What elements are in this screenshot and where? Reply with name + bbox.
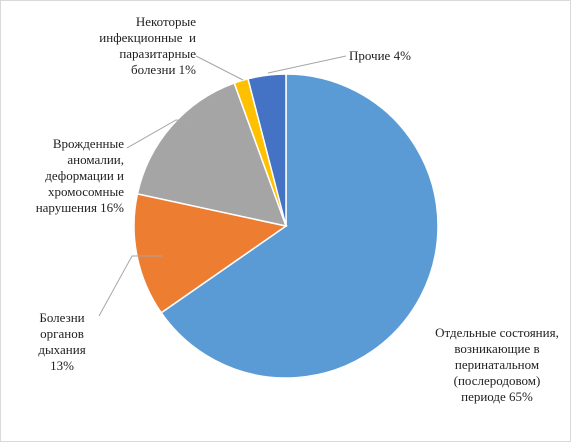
data-label-line: Болезни (39, 310, 84, 325)
data-label-line: хромосомные (48, 184, 124, 199)
data-label-2: Врожденные аномалии, деформации и хромосомн… (36, 136, 125, 215)
leader-line-2 (126, 119, 199, 149)
data-label-line: периоде 65% (461, 389, 533, 404)
leader-line-3 (195, 55, 244, 81)
data-label-line: нарушения 16% (36, 200, 124, 215)
data-label-4: Прочие 4% (349, 48, 411, 63)
data-label-line: возникающие в (454, 341, 539, 356)
data-label-line: аномалии, (67, 152, 124, 167)
leader-line-1 (98, 255, 162, 317)
data-label-line: болезни 1% (131, 62, 196, 77)
leader-lines (98, 55, 347, 317)
pie-slice-2 (136, 82, 288, 228)
pie-slices (133, 73, 439, 379)
data-label-line: деформации и (45, 168, 124, 183)
data-labels: Отдельные состояния, возникающие в перинат… (36, 14, 559, 404)
data-label-line: органов (40, 326, 84, 341)
data-label-3: Некоторые инфекционные и паразитарные болез… (99, 14, 196, 77)
leader-line-4 (267, 55, 347, 74)
data-label-1: Болезни органов дыхания 13% (38, 310, 85, 373)
pie-slice-0 (160, 73, 439, 379)
data-label-line: паразитарные (119, 46, 196, 61)
data-label-line: Врожденные (53, 136, 124, 151)
pie-slice-4 (247, 73, 287, 227)
data-label-line: Отдельные состояния, (435, 325, 559, 340)
data-label-line: Прочие 4% (349, 48, 411, 63)
data-label-line: перинатальном (455, 357, 539, 372)
data-label-line: Некоторые (136, 14, 196, 29)
data-label-0: Отдельные состояния, возникающие в перинат… (435, 325, 559, 404)
data-label-line: инфекционные и (99, 30, 196, 45)
data-label-line: дыхания (38, 342, 85, 357)
data-label-line: 13% (50, 358, 74, 373)
data-label-line: (послеродовом) (454, 373, 541, 388)
